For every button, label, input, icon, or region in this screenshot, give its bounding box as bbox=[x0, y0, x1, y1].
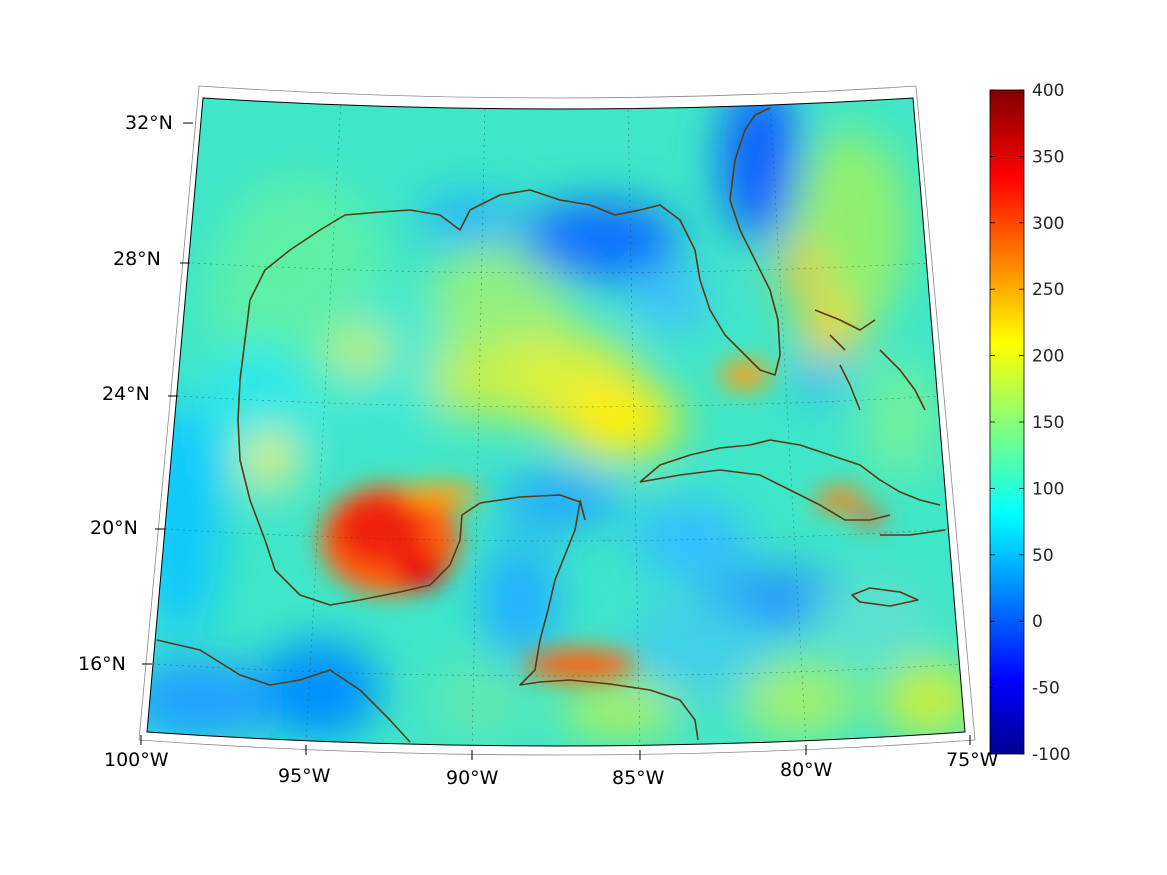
colorbar-label: 150 bbox=[1032, 413, 1064, 433]
colorbar-label: 100 bbox=[1032, 479, 1064, 499]
map-field bbox=[147, 98, 965, 746]
lon-label-95w: 95°W bbox=[278, 765, 331, 787]
colorbar-gradient bbox=[989, 89, 1025, 755]
colorbar-label: -50 bbox=[1032, 679, 1060, 699]
colorbar-label: 200 bbox=[1032, 347, 1064, 367]
colorbar-label: -100 bbox=[1032, 745, 1071, 765]
lon-label-100w: 100°W bbox=[104, 749, 169, 771]
colorbar-label: 250 bbox=[1032, 280, 1064, 300]
lat-label-16n: 16°N bbox=[78, 653, 126, 675]
colorbar-label: 50 bbox=[1032, 546, 1054, 566]
graticule bbox=[151, 99, 965, 746]
coastlines bbox=[156, 107, 946, 743]
lat-labels: 16°N 20°N 24°N 28°N 32°N bbox=[78, 112, 173, 675]
colorbar-label: 350 bbox=[1032, 147, 1064, 167]
lat-label-20n: 20°N bbox=[90, 517, 138, 539]
lat-label-32n: 32°N bbox=[125, 112, 173, 134]
lat-label-24n: 24°N bbox=[102, 383, 150, 405]
lon-label-80w: 80°W bbox=[780, 759, 833, 781]
colorbar-label: 300 bbox=[1032, 214, 1064, 234]
lon-label-90w: 90°W bbox=[446, 767, 499, 789]
lat-label-28n: 28°N bbox=[113, 248, 161, 270]
colorbar-label: 0 bbox=[1032, 612, 1043, 632]
tick-marks bbox=[140, 122, 971, 760]
lon-labels: 100°W 95°W 90°W 85°W 80°W 75°W bbox=[104, 749, 999, 789]
map-frame bbox=[138, 85, 976, 756]
colorbar-label: 400 bbox=[1032, 81, 1064, 101]
lon-label-85w: 85°W bbox=[612, 767, 665, 789]
colorbar: 400 350 300 250 200 150 100 50 0 -50 -100 bbox=[989, 81, 1071, 765]
lon-label-75w: 75°W bbox=[946, 749, 999, 771]
